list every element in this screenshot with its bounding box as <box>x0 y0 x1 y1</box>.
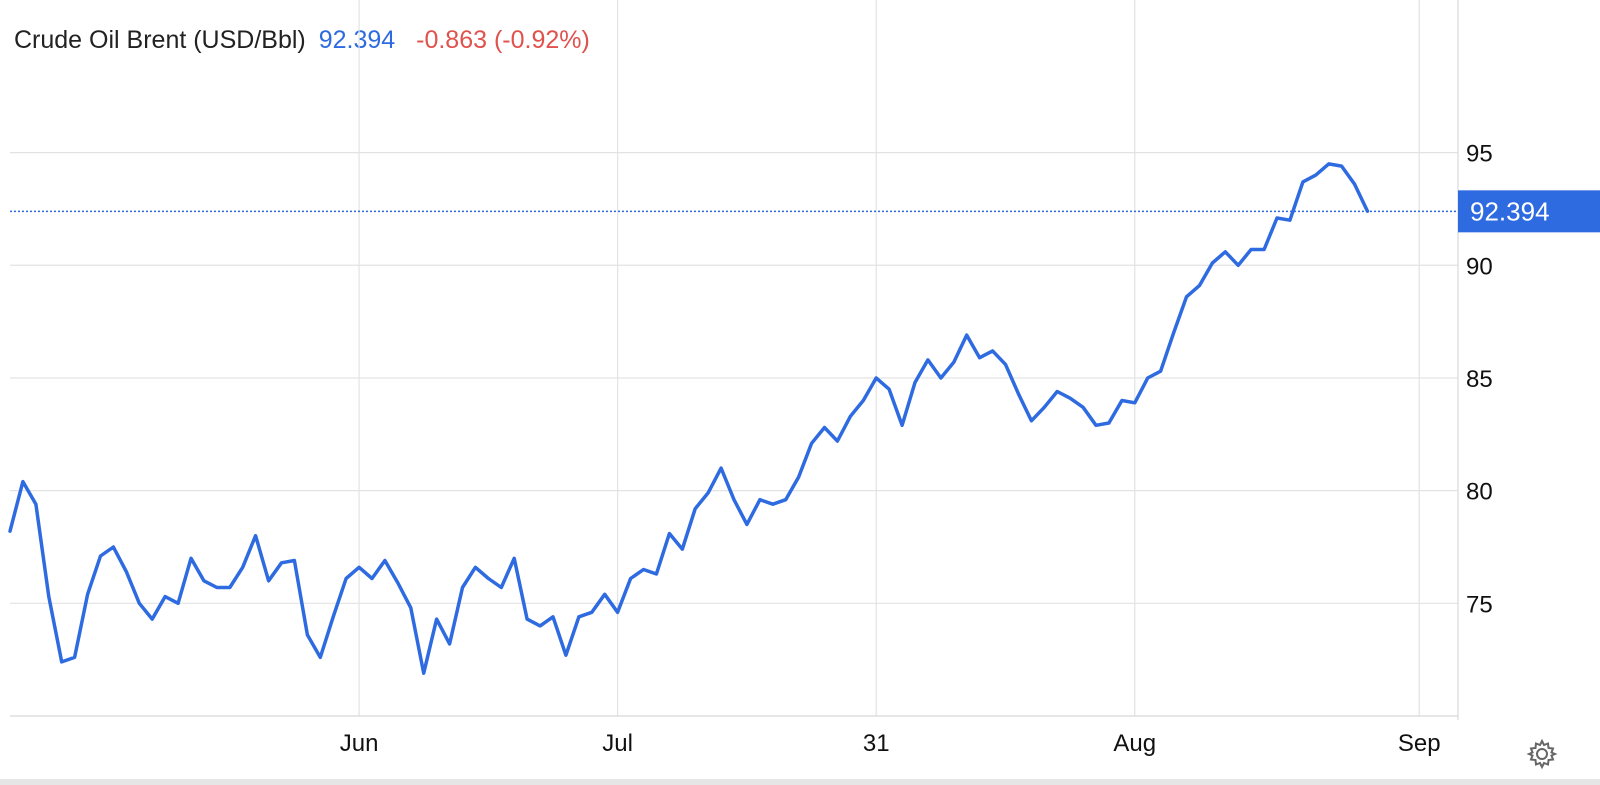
y-tick-label: 75 <box>1466 591 1493 618</box>
last-price-marker: 92.394 <box>10 190 1600 233</box>
y-tick-label: 85 <box>1466 366 1493 393</box>
series-layer <box>8 162 1370 675</box>
price-change: -0.863 (-0.92%) <box>416 26 590 54</box>
x-tick-label: 31 <box>863 730 890 757</box>
x-tick-label: Jun <box>340 730 379 757</box>
current-price: 92.394 <box>318 26 396 54</box>
last-price-badge <box>1458 190 1600 233</box>
y-axis: 75 80 85 90 95 <box>1466 141 1493 619</box>
chart-header: Crude Oil Brent (USD/Bbl) 92.394 -0.863 … <box>14 26 590 55</box>
x-axis: Jun Jul 31 Aug Sep <box>340 730 1441 757</box>
y-tick-label: 80 <box>1466 479 1493 506</box>
bottom-scrollbar[interactable] <box>0 779 1600 785</box>
x-tick-label: Jul <box>602 730 633 757</box>
last-price-label: 92.394 <box>1470 196 1550 226</box>
x-tick-label: Sep <box>1398 730 1441 757</box>
instrument-title: Crude Oil Brent (USD/Bbl) <box>14 26 306 54</box>
price-series-line[interactable] <box>8 162 1370 675</box>
y-tick-label: 90 <box>1466 253 1493 280</box>
gear-icon[interactable] <box>1526 738 1558 770</box>
y-tick-label: 95 <box>1466 141 1493 168</box>
x-tick-label: Aug <box>1113 730 1156 757</box>
grid <box>10 0 1459 720</box>
